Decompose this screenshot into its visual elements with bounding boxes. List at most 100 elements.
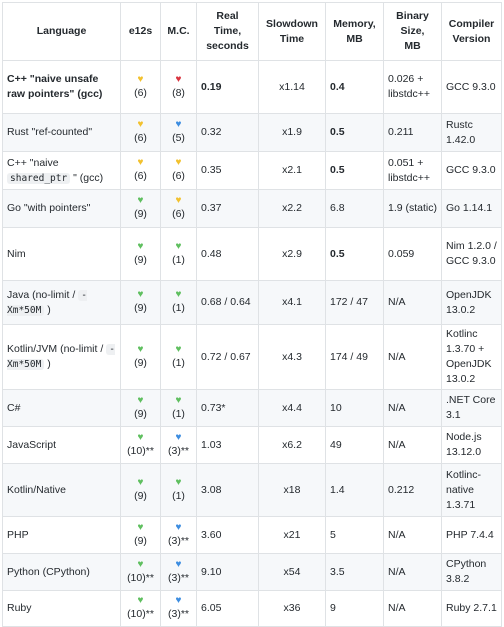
slowdown-cell: x4.1 [258,280,326,325]
memory-cell: 0.5 [325,113,384,152]
memory-value: 1.4 [330,483,345,496]
mc-cell: ♥ (6) [160,151,197,190]
compiler-version: Kotlinc 1.3.70 + OpenJDK 13.0.2 [446,328,492,385]
table-row: Ruby ♥ (10)** ♥ (3)** 6.05 x36 9 N/A Ruby 2.7.1 [2,590,502,627]
real-time-value: 0.73* [201,401,226,414]
e12s-score: (9) [134,253,147,266]
language-name: Rust "ref-counted" [7,125,116,140]
compiler-cell: Kotlinc-native 1.3.71 [441,463,502,517]
binary-size-cell: N/A [383,324,442,390]
slowdown-value: x4.1 [282,296,302,308]
compiler-version: Ruby 2.7.1 [446,602,497,614]
language-code-snippet: shared_ptr [7,172,71,184]
compiler-version: Kotlinc-native 1.3.71 [446,468,482,511]
compiler-version: Nim 1.2.0 / GCC 9.3.0 [446,240,497,267]
mc-score: (1) [172,302,185,314]
header-text: e12s [128,25,153,37]
binary-size-value: N/A [388,528,406,541]
language-cell: Python (CPython) [2,553,121,591]
slowdown-cell: x4.4 [258,389,326,427]
slowdown-cell: x2.2 [258,189,326,228]
mc-cell: ♥ (1) [160,280,197,325]
memory-value: 172 / 47 [330,296,368,308]
language-text: Kotlin/JVM (no-limit / [7,343,104,355]
compiler-cell: .NET Core 3.1 [441,389,502,427]
compiler-cell: Ruby 2.7.1 [441,590,502,627]
language-text: Go "with pointers" [7,202,91,214]
language-cell: Kotlin/JVM (no-limit / -Xm*50M ) [2,324,121,390]
slowdown-cell: x6.2 [258,426,326,464]
mc-score: (6) [172,170,185,182]
language-cell: Rust "ref-counted" [2,113,121,152]
header-text: Memory, [333,17,376,30]
compiler-version: Rustc 1.42.0 [446,118,476,146]
mc-score: (1) [172,356,185,369]
language-name: Java (no-limit / -Xm*50M ) [7,288,116,318]
e12s-score: (9) [134,407,147,420]
mc-score: (3)** [167,571,189,584]
memory-value: 49 [330,438,342,451]
e12s-cell: ♥ (9) [120,280,161,325]
e12s-score: (10)** [127,444,154,457]
language-text: Rust "ref-counted" [7,126,93,138]
binary-size-value: 0.026 + libstdc++ [388,73,431,100]
language-text: PHP [7,528,29,541]
mc-score: (5) [172,132,185,144]
real-time-value: 0.35 [201,164,222,176]
green-heart-icon: ♥ [137,431,144,443]
language-name: Kotlin/Native [7,483,116,498]
table-row: Go "with pointers" ♥ (9) ♥ (6) 0.37 x2.2 6.8 1.9… [2,189,502,228]
table-row: Kotlin/JVM (no-limit / -Xm*50M ) ♥ (9) ♥ (1)… [2,324,502,390]
real-time-cell: 0.48 [196,227,259,281]
green-heart-icon: ♥ [175,476,182,488]
binary-size-cell: 0.026 + libstdc++ [383,60,442,114]
compiler-cell: CPython 3.8.2 [441,553,502,591]
memory-value: 10 [330,401,342,414]
binary-size-value: 0.051 + libstdc++ [388,156,431,184]
compiler-cell: Go 1.14.1 [441,189,502,228]
slowdown-cell: x2.9 [258,227,326,281]
memory-value: 174 / 49 [330,350,368,363]
binary-size-value: 0.059 [388,247,415,260]
compiler-version: GCC 9.3.0 [446,164,496,176]
table-row: Rust "ref-counted" ♥ (6) ♥ (5) 0.32 x1.9 0.5 0.2… [2,113,502,152]
mc-score: (1) [172,407,185,420]
language-text: C# [7,401,21,414]
mc-score: (3)** [167,534,189,547]
header-col-slowdown: Slowdown Time [258,2,326,61]
language-text: C++ "naive unsafe raw pointers" (gcc) [7,73,103,100]
binary-size-value: N/A [388,565,406,578]
green-heart-icon: ♥ [137,240,144,252]
language-name: Ruby [7,601,116,616]
memory-value: 0.5 [330,126,345,138]
mc-cell: ♥ (3)** [160,590,197,627]
table-row: Python (CPython) ♥ (10)** ♥ (3)** 9.10 x54 3.5 N… [2,553,502,591]
header-text: Time [279,32,305,45]
binary-size-value: N/A [388,350,406,363]
slowdown-cell: x21 [258,516,326,554]
table-row: Java (no-limit / -Xm*50M ) ♥ (9) ♥ (1) 0.68 /… [2,280,502,325]
green-heart-icon: ♥ [137,521,144,533]
table-row: JavaScript ♥ (10)** ♥ (3)** 1.03 x6.2 49 N/A Node… [2,426,502,464]
language-name: C++ "naive shared_ptr " (gcc) [7,156,116,186]
slowdown-value: x36 [283,602,301,614]
table-row: Kotlin/Native ♥ (9) ♥ (1) 3.08 x18 1.4 0.212 Kotl… [2,463,502,517]
green-heart-icon: ♥ [137,394,144,406]
mc-cell: ♥ (3)** [160,553,197,591]
memory-cell: 1.4 [325,463,384,517]
binary-size-cell: N/A [383,426,442,464]
yellow-heart-icon: ♥ [137,119,144,130]
binary-size-value: 1.9 (static) [388,202,438,214]
table-row: C# ♥ (9) ♥ (1) 0.73* x4.4 10 N/A .NET Core 3.1 [2,389,502,427]
binary-size-cell: N/A [383,553,442,591]
mc-cell: ♥ (3)** [160,516,197,554]
blue-heart-icon: ♥ [175,521,182,533]
language-cell: JavaScript [2,426,121,464]
table-body: C++ "naive unsafe raw pointers" (gcc) ♥ (6… [2,60,502,627]
slowdown-cell: x54 [258,553,326,591]
real-time-cell: 0.72 / 0.67 [196,324,259,390]
real-time-cell: 3.60 [196,516,259,554]
compiler-cell: PHP 7.4.4 [441,516,502,554]
compiler-cell: Nim 1.2.0 / GCC 9.3.0 [441,227,502,281]
mc-score: (1) [172,253,185,266]
